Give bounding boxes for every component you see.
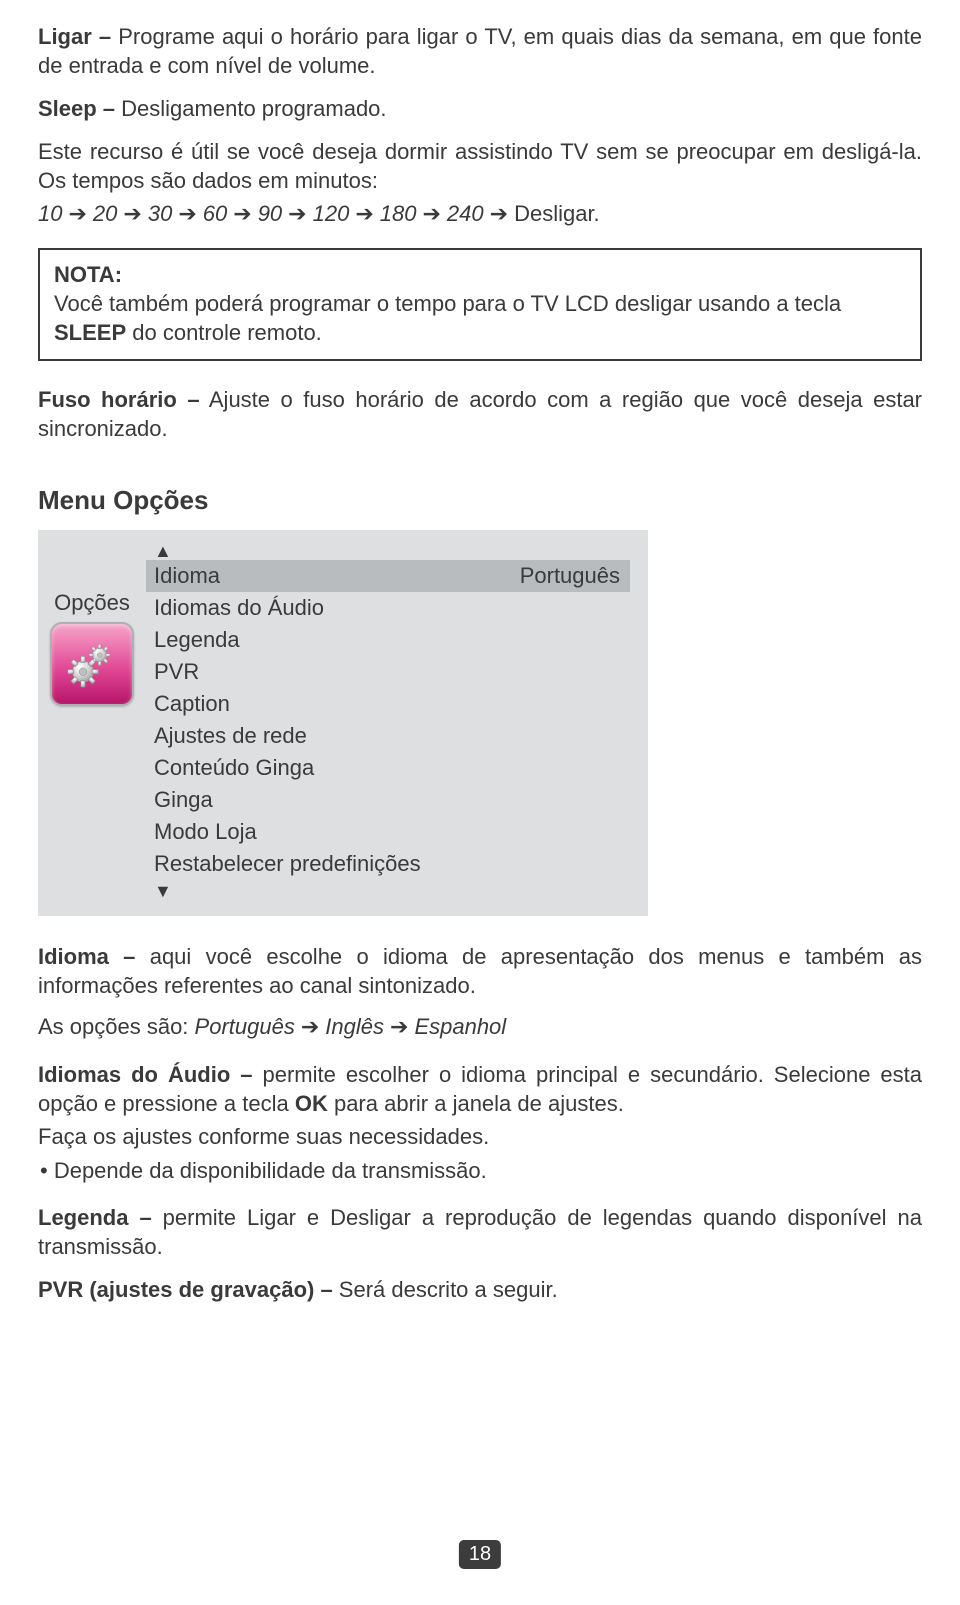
arrow-icon: ➔ <box>301 1014 319 1039</box>
menu-item[interactable]: Ajustes de rede <box>146 720 630 752</box>
seq-last: Desligar. <box>514 201 600 226</box>
menu-item[interactable]: Idioma Português <box>146 560 630 592</box>
menu-item-label: Idiomas do Áudio <box>154 595 324 621</box>
pvr-lead: PVR (ajustes de gravação) – <box>38 1277 333 1302</box>
note-keyword: SLEEP <box>54 320 126 345</box>
ligar-rest: Programe aqui o horário para ligar o TV,… <box>38 24 922 78</box>
seq-item: 120 <box>313 201 350 226</box>
menu-item-label: Restabelecer predefinições <box>154 851 421 877</box>
idioma-paragraph: Idioma – aqui você escolhe o idioma de a… <box>38 942 922 1000</box>
pvr-rest: Será descrito a seguir. <box>333 1277 558 1302</box>
menu-item[interactable]: Ginga <box>146 784 630 816</box>
page-number: 18 <box>459 1540 501 1569</box>
sleep-title-line: Sleep – Desligamento programado. <box>38 94 922 123</box>
menu-item[interactable]: Conteúdo Ginga <box>146 752 630 784</box>
triangle-down-icon: ▼ <box>154 882 630 900</box>
legenda-paragraph: Legenda – permite Ligar e Desligar a rep… <box>38 1203 922 1261</box>
pvr-paragraph: PVR (ajustes de gravação) – Será descrit… <box>38 1275 922 1304</box>
menu-item-label: Ajustes de rede <box>154 723 307 749</box>
fuso-lead: Fuso horário – <box>38 387 200 412</box>
audio-lead: Idiomas do Áudio – <box>38 1062 253 1087</box>
seq-item: 20 <box>93 201 117 226</box>
seq-item: 60 <box>203 201 227 226</box>
menu-item[interactable]: Restabelecer predefinições <box>146 848 630 880</box>
audio-paragraph: Idiomas do Áudio – permite escolher o id… <box>38 1060 922 1118</box>
menu-item[interactable]: Caption <box>146 688 630 720</box>
menu-item-label: Conteúdo Ginga <box>154 755 314 781</box>
arrow-icon: ➔ <box>390 1014 408 1039</box>
seq-item: 30 <box>148 201 172 226</box>
audio-bullet: • Depende da disponibilidade da transmis… <box>40 1156 922 1185</box>
menu-item-label: Modo Loja <box>154 819 257 845</box>
seq-item: 90 <box>258 201 282 226</box>
audio-ok-keyword: OK <box>295 1091 328 1116</box>
ligar-lead: Ligar – <box>38 24 111 49</box>
fuso-paragraph: Fuso horário – Ajuste o fuso horário de … <box>38 385 922 443</box>
arrow-icon: ➔ <box>233 199 251 228</box>
opts-item: Inglês <box>325 1014 384 1039</box>
arrow-icon: ➔ <box>178 199 196 228</box>
arrow-icon: ➔ <box>490 199 508 228</box>
sleep-sequence: 10➔20➔30➔60➔90➔120➔180➔240➔Desligar. <box>38 199 922 228</box>
menu-item[interactable]: Idiomas do Áudio <box>146 592 630 624</box>
menu-right-column: ▲ Idioma Português Idiomas do Áudio Legenda… <box>146 542 630 900</box>
note-box: NOTA: Você também poderá programar o tem… <box>38 248 922 361</box>
sleep-description: Este recurso é útil se você deseja dormi… <box>38 137 922 195</box>
note-body: Você também poderá programar o tempo par… <box>54 289 906 347</box>
seq-item: 180 <box>380 201 417 226</box>
menu-item-label: Ginga <box>154 787 213 813</box>
arrow-icon: ➔ <box>123 199 141 228</box>
idioma-options-line: As opções são: Português➔Inglês➔Espanhol <box>38 1014 922 1040</box>
menu-item-label: PVR <box>154 659 199 685</box>
note-text-a: Você também poderá programar o tempo par… <box>54 291 841 316</box>
menu-left-label: Opções <box>54 590 130 616</box>
idioma-lead: Idioma – <box>38 944 135 969</box>
menu-item[interactable]: Modo Loja <box>146 816 630 848</box>
menu-left-column: Opções <box>50 542 134 706</box>
ligar-paragraph: Ligar – Programe aqui o horário para lig… <box>38 22 922 80</box>
seq-item: 240 <box>447 201 484 226</box>
arrow-icon: ➔ <box>422 199 440 228</box>
menu-item-value: Português <box>520 563 620 589</box>
opts-prefix: As opções são: <box>38 1014 195 1039</box>
legenda-rest: permite Ligar e Desligar a reprodução de… <box>38 1205 922 1259</box>
triangle-up-icon: ▲ <box>154 542 630 560</box>
menu-item-label: Idioma <box>154 563 220 589</box>
note-title: NOTA: <box>54 260 906 289</box>
sleep-rest: Desligamento programado. <box>115 96 386 121</box>
opts-item: Português <box>195 1014 295 1039</box>
menu-item-label: Legenda <box>154 627 240 653</box>
menu-opcoes-heading: Menu Opções <box>38 485 922 516</box>
gear-icon <box>50 622 134 706</box>
menu-list: Idioma Português Idiomas do Áudio Legenda PV… <box>146 560 630 880</box>
opts-item: Espanhol <box>414 1014 506 1039</box>
legenda-lead: Legenda – <box>38 1205 152 1230</box>
menu-item[interactable]: PVR <box>146 656 630 688</box>
menu-item[interactable]: Legenda <box>146 624 630 656</box>
sleep-lead: Sleep – <box>38 96 115 121</box>
seq-item: 10 <box>38 201 62 226</box>
audio-line2: Faça os ajustes conforme suas necessidad… <box>38 1122 922 1151</box>
idioma-rest: aqui você escolhe o idioma de apresentaç… <box>38 944 922 998</box>
arrow-icon: ➔ <box>355 199 373 228</box>
arrow-icon: ➔ <box>288 199 306 228</box>
audio-rest-b: para abrir a janela de ajustes. <box>328 1091 624 1116</box>
menu-item-label: Caption <box>154 691 230 717</box>
menu-panel: Opções <box>38 530 648 916</box>
arrow-icon: ➔ <box>68 199 86 228</box>
note-text-b: do controle remoto. <box>126 320 322 345</box>
